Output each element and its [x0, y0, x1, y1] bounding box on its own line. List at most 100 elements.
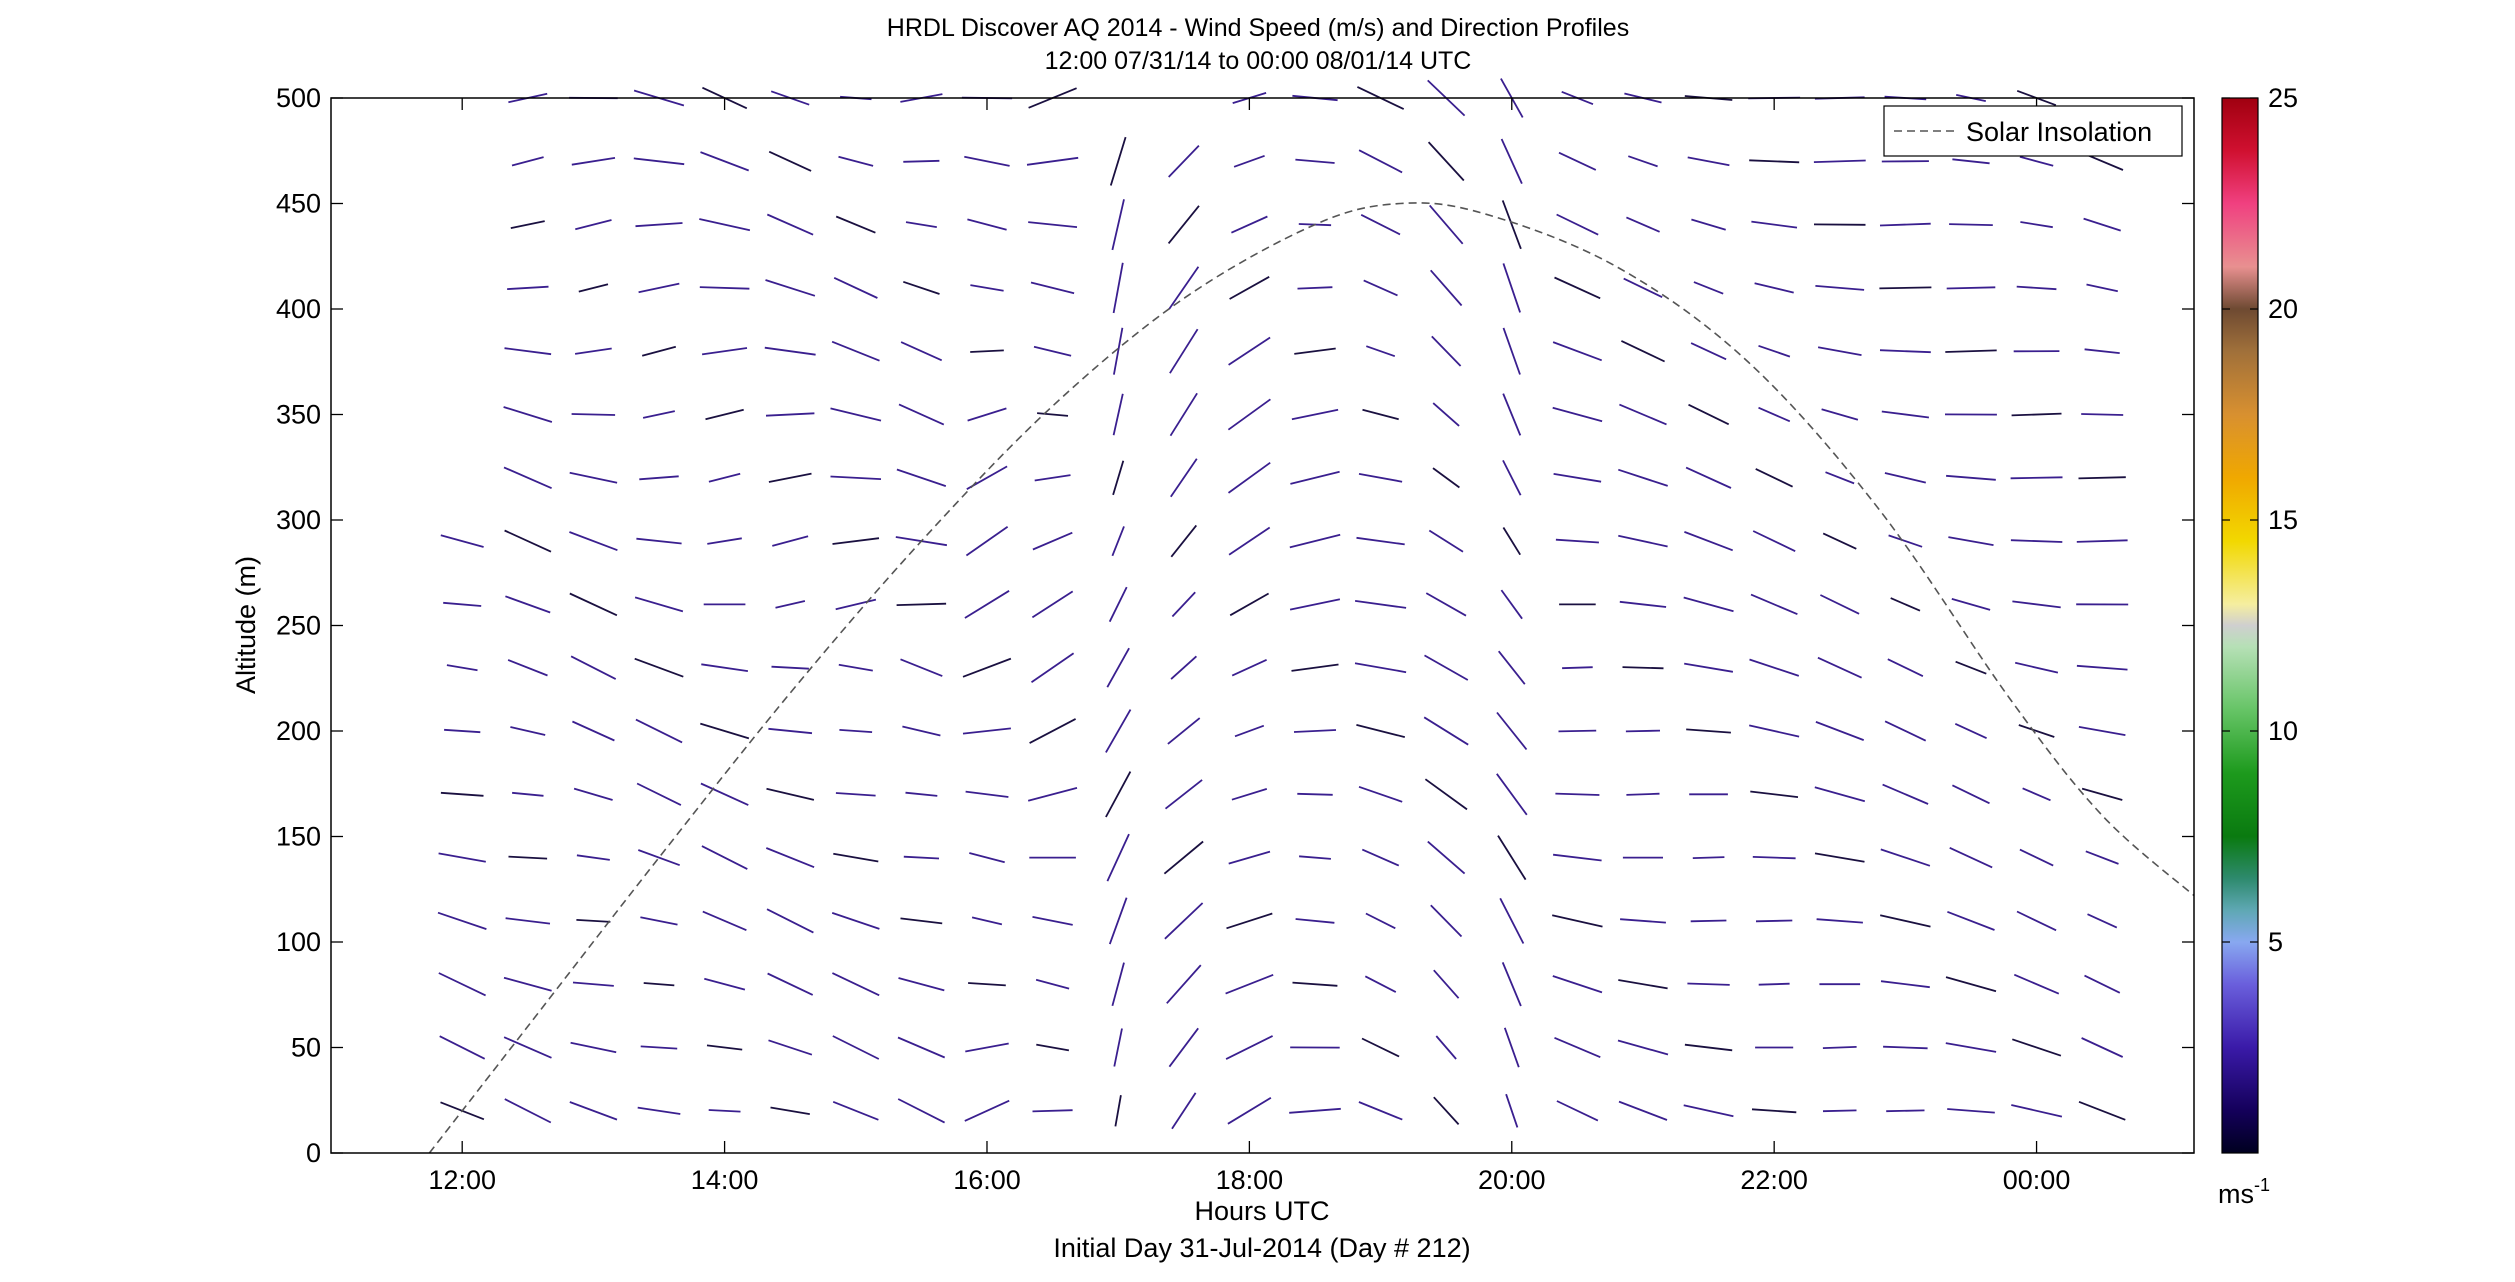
wind-barb: [439, 1035, 486, 1060]
wind-barb: [1432, 467, 1460, 489]
wind-barb: [771, 665, 809, 670]
wind-barb: [1618, 979, 1668, 990]
wind-barb: [1427, 141, 1465, 182]
wind-barb: [1556, 1100, 1599, 1122]
wind-barb: [1231, 215, 1268, 234]
wind-barb: [1363, 279, 1398, 297]
wind-barb: [1949, 846, 1993, 869]
wind-barb: [1758, 406, 1791, 423]
wind-barb: [1289, 533, 1341, 549]
wind-barb: [1432, 402, 1460, 427]
wind-barb: [1884, 472, 1927, 484]
wind-barb: [1030, 652, 1075, 683]
wind-barb: [905, 791, 938, 797]
wind-barb: [503, 466, 552, 490]
wind-barb: [1816, 918, 1863, 924]
wind-barb: [578, 283, 609, 293]
wind-barb: [569, 1101, 618, 1121]
wind-barb: [1361, 1037, 1400, 1058]
wind-barb: [569, 471, 618, 484]
wind-barb: [770, 1106, 810, 1115]
wind-barb: [1032, 1109, 1073, 1113]
wind-barb: [967, 218, 1007, 231]
wind-barb: [1750, 593, 1798, 616]
wind-barb: [830, 407, 882, 422]
wind-barb: [637, 1106, 681, 1115]
wind-barb: [1032, 531, 1073, 551]
wind-barb: [1424, 778, 1468, 811]
colorbar-tick-label: 5: [2268, 927, 2283, 957]
wind-barb: [838, 155, 874, 167]
wind-barb: [1954, 722, 1987, 740]
y-tick-label: 400: [276, 294, 321, 324]
wind-barb: [1358, 785, 1403, 803]
wind-barb: [1552, 341, 1603, 362]
wind-barb: [1618, 534, 1668, 548]
wind-barb: [1354, 600, 1407, 609]
wind-barb: [1291, 408, 1339, 421]
wind-barb: [1947, 910, 1995, 931]
wind-barb: [1617, 1039, 1669, 1056]
wind-barb: [1163, 840, 1204, 875]
wind-barb: [839, 729, 873, 733]
wind-barb: [512, 791, 544, 797]
wind-barb: [772, 535, 809, 547]
wind-barb: [1233, 154, 1265, 168]
wind-barb: [2081, 413, 2124, 416]
wind-barb: [2019, 155, 2054, 167]
wind-barb: [438, 852, 486, 863]
wind-barb: [1365, 912, 1396, 930]
x-tick-label: 14:00: [691, 1165, 759, 1195]
wind-barb: [1552, 853, 1602, 862]
wind-barb: [1620, 918, 1666, 924]
wind-barb: [636, 782, 682, 806]
y-tick-label: 200: [276, 716, 321, 746]
wind-barb: [2010, 539, 2063, 543]
wind-barb: [1813, 159, 1866, 163]
wind-barb: [503, 406, 553, 423]
wind-barb: [1356, 536, 1405, 546]
wind-barb: [775, 600, 806, 609]
wind-barb: [2076, 664, 2128, 671]
wind-barb: [1814, 852, 1865, 863]
wind-barb: [968, 982, 1006, 987]
wind-barb: [1423, 716, 1469, 746]
chart-subtitle: 12:00 07/31/14 to 00:00 08/01/14 UTC: [1045, 47, 1472, 75]
wind-barb: [640, 1045, 678, 1050]
wind-barb: [902, 725, 941, 737]
wind-barb: [575, 219, 612, 231]
wind-barb: [900, 917, 943, 925]
wind-barb: [503, 1036, 552, 1059]
wind-barb: [903, 280, 940, 295]
wind-barb: [1750, 790, 1799, 798]
wind-barb: [1497, 650, 1526, 685]
wind-barb-group: [437, 78, 2129, 1130]
wind-barb: [764, 346, 816, 356]
wind-barb: [1225, 973, 1274, 995]
wind-barb: [832, 1100, 879, 1121]
wind-barb: [1552, 406, 1603, 423]
wind-barb: [1111, 199, 1125, 251]
wind-barb: [1625, 729, 1661, 733]
wind-barb: [1879, 222, 1931, 227]
wind-barb: [572, 981, 614, 987]
wind-barb: [1026, 156, 1079, 166]
wind-barb: [1951, 598, 1991, 611]
wind-barb: [636, 537, 682, 545]
wind-barb: [1820, 594, 1860, 615]
wind-barb: [831, 912, 880, 930]
wind-barb: [1112, 393, 1124, 436]
wind-barb: [1886, 1109, 1925, 1113]
wind-barb: [1295, 158, 1335, 164]
wind-barb: [1231, 658, 1267, 677]
wind-barb: [2019, 848, 2054, 867]
y-tick-label: 250: [276, 611, 321, 641]
wind-barb: [1686, 728, 1731, 734]
wind-barb: [2011, 412, 2062, 417]
wind-barb: [1169, 328, 1199, 374]
wind-barb: [903, 855, 940, 860]
wind-barb: [1361, 848, 1400, 867]
wind-barb: [1758, 344, 1791, 358]
wind-barb: [765, 279, 816, 297]
wind-barb: [437, 911, 487, 930]
